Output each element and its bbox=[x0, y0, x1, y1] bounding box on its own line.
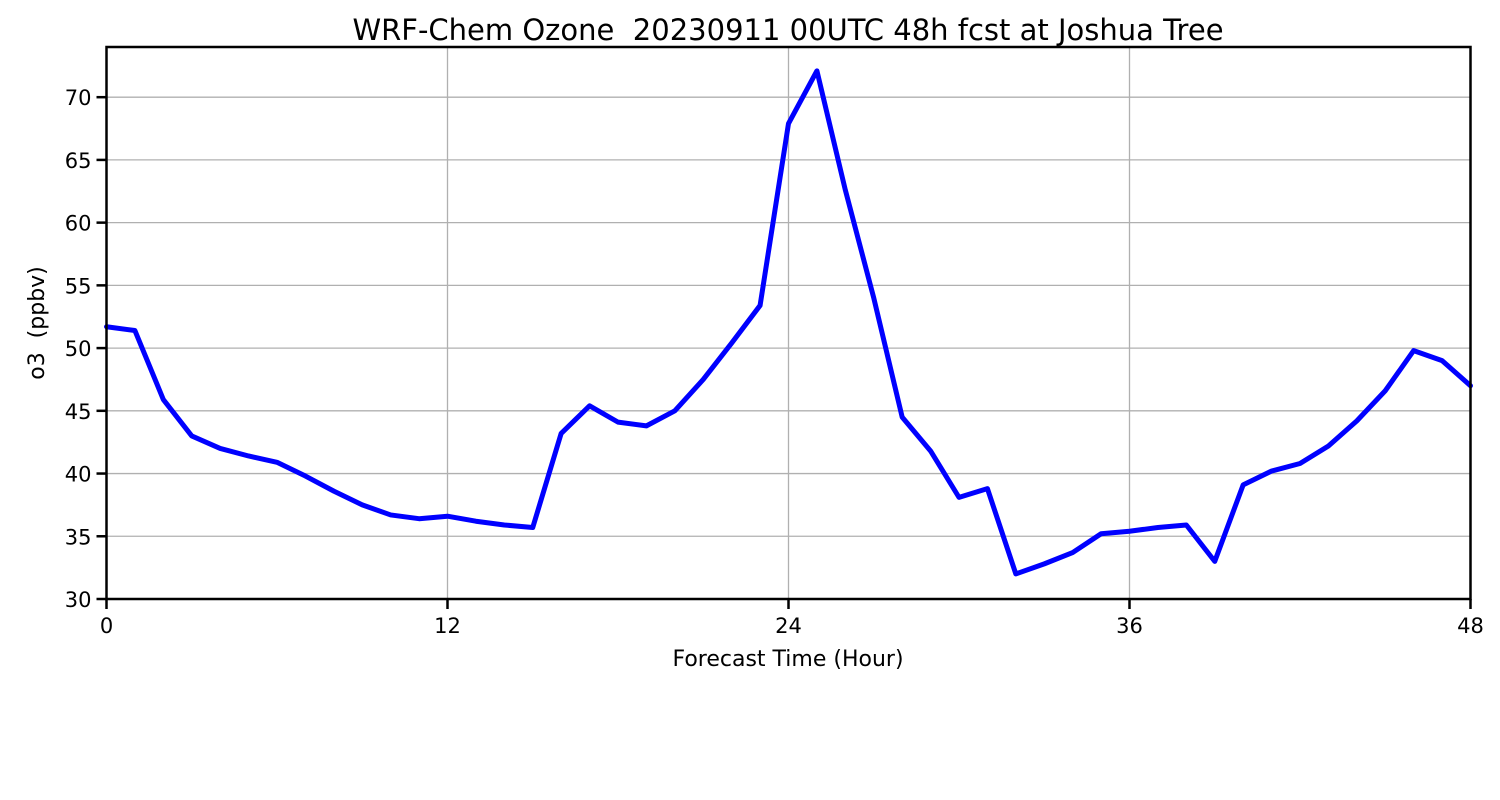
chart-title: WRF-Chem Ozone 20230911 00UTC 48h fcst a… bbox=[352, 13, 1223, 47]
y-tick-label: 65 bbox=[65, 149, 92, 173]
x-tick-label: 12 bbox=[434, 614, 461, 638]
x-tick-label: 24 bbox=[775, 614, 802, 638]
y-axis-label: o3 (ppbv) bbox=[25, 266, 50, 380]
tick-labels: 0 12 24 36 48 30 35 40 45 50 55 60 65 70 bbox=[65, 86, 1484, 638]
y-tick-label: 55 bbox=[65, 274, 92, 298]
y-tick-label: 40 bbox=[65, 463, 92, 487]
y-tick-label: 45 bbox=[65, 400, 92, 424]
axis-ticks bbox=[96, 95, 1472, 609]
y-tick-label: 60 bbox=[65, 212, 92, 236]
y-tick-label: 30 bbox=[65, 588, 92, 612]
y-tick-label: 35 bbox=[65, 525, 92, 549]
x-axis-label: Forecast Time (Hour) bbox=[672, 647, 903, 672]
x-tick-label: 36 bbox=[1116, 614, 1143, 638]
y-tick-label: 70 bbox=[65, 86, 92, 110]
x-tick-label: 0 bbox=[100, 614, 113, 638]
ozone-forecast-line bbox=[104, 68, 1473, 577]
ozone-line-series bbox=[104, 68, 1473, 577]
x-tick-label: 48 bbox=[1457, 614, 1484, 638]
y-tick-label: 50 bbox=[65, 337, 92, 361]
